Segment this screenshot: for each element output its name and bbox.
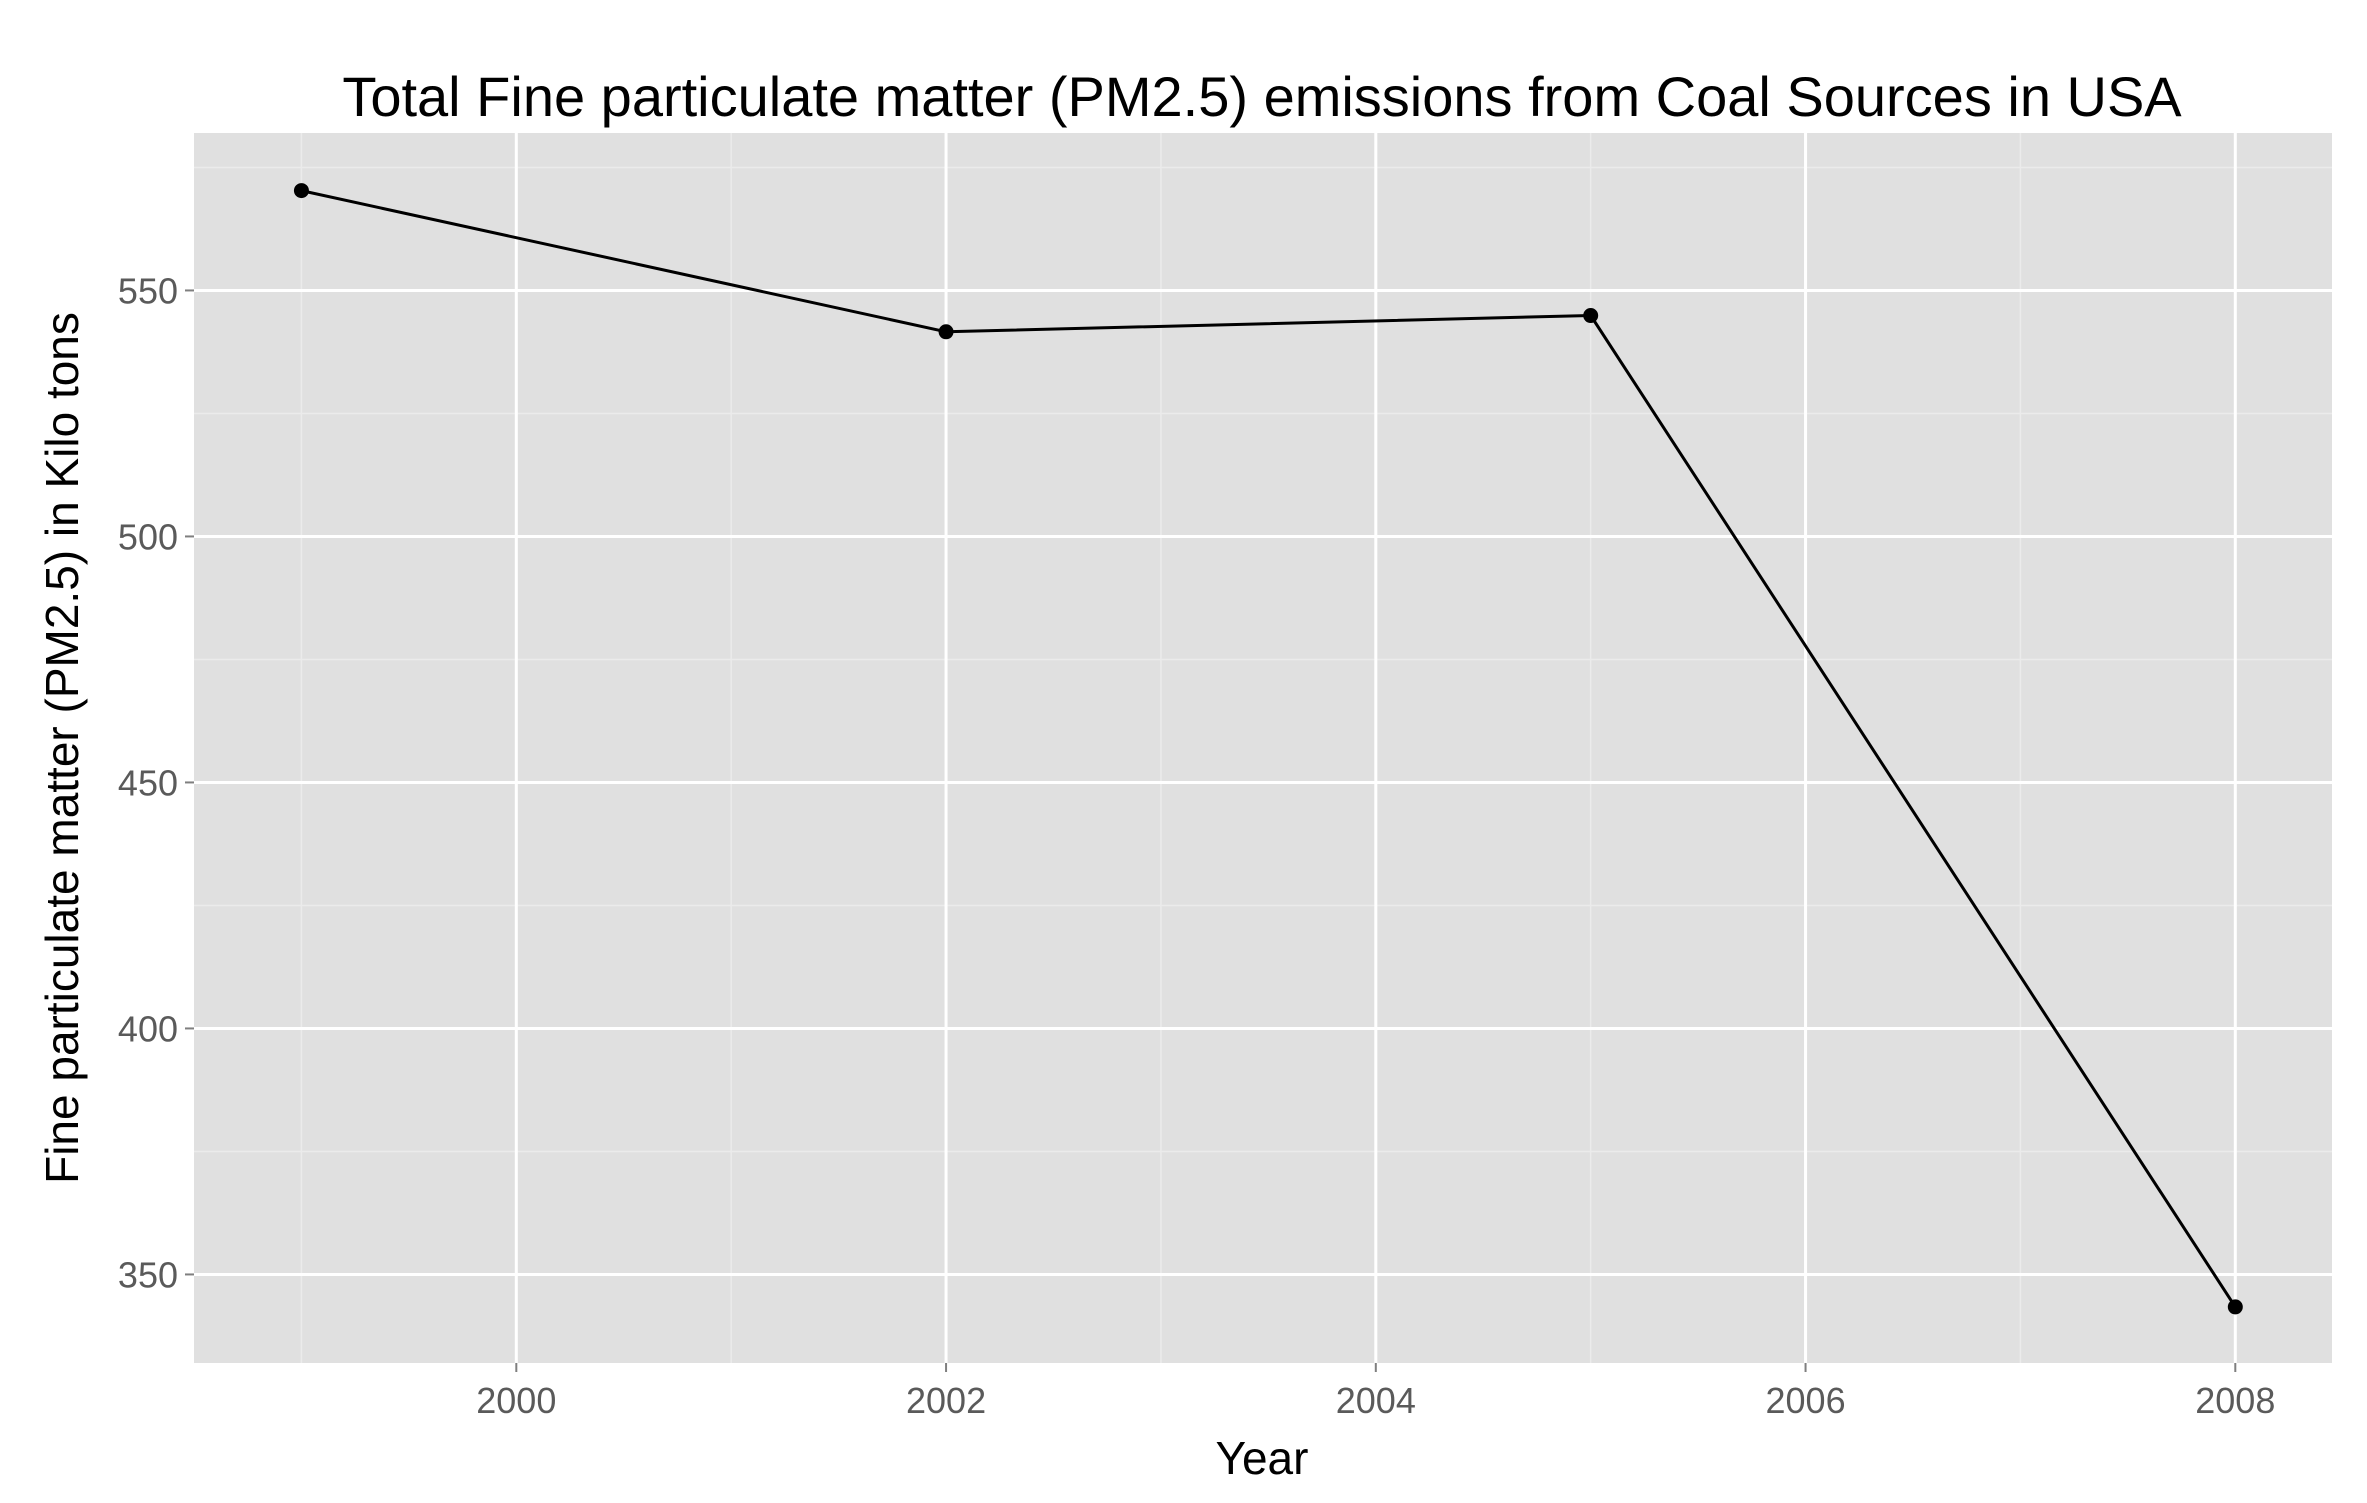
x-tick-label: 2006 <box>1766 1380 1846 1421</box>
data-point <box>2227 1299 2243 1315</box>
x-tick-label: 2008 <box>2195 1380 2275 1421</box>
y-axis: 350 400 450 500 550 <box>118 270 194 1295</box>
x-tick-label: 2002 <box>906 1380 986 1421</box>
x-axis-title: Year <box>1216 1432 1309 1484</box>
data-point <box>293 183 309 199</box>
y-axis-title: Fine particulate matter (PM2.5) in Kilo … <box>36 312 88 1184</box>
y-tick-label: 450 <box>118 762 178 803</box>
x-tick-label: 2000 <box>476 1380 556 1421</box>
y-tick-label: 400 <box>118 1008 178 1049</box>
data-series <box>293 183 2243 1315</box>
minor-gridlines <box>194 133 2332 1363</box>
chart-title: Total Fine particulate matter (PM2.5) em… <box>342 65 2182 128</box>
data-point <box>938 324 954 340</box>
y-tick-label: 500 <box>118 516 178 557</box>
y-tick-label: 550 <box>118 270 178 311</box>
data-point <box>1583 308 1599 324</box>
series-line <box>301 189 2237 1308</box>
plot-panel <box>194 133 2332 1363</box>
x-axis: 2000 2002 2004 2006 2008 <box>476 1363 2275 1421</box>
x-tick-label: 2004 <box>1336 1380 1416 1421</box>
y-tick-label: 350 <box>118 1254 178 1295</box>
